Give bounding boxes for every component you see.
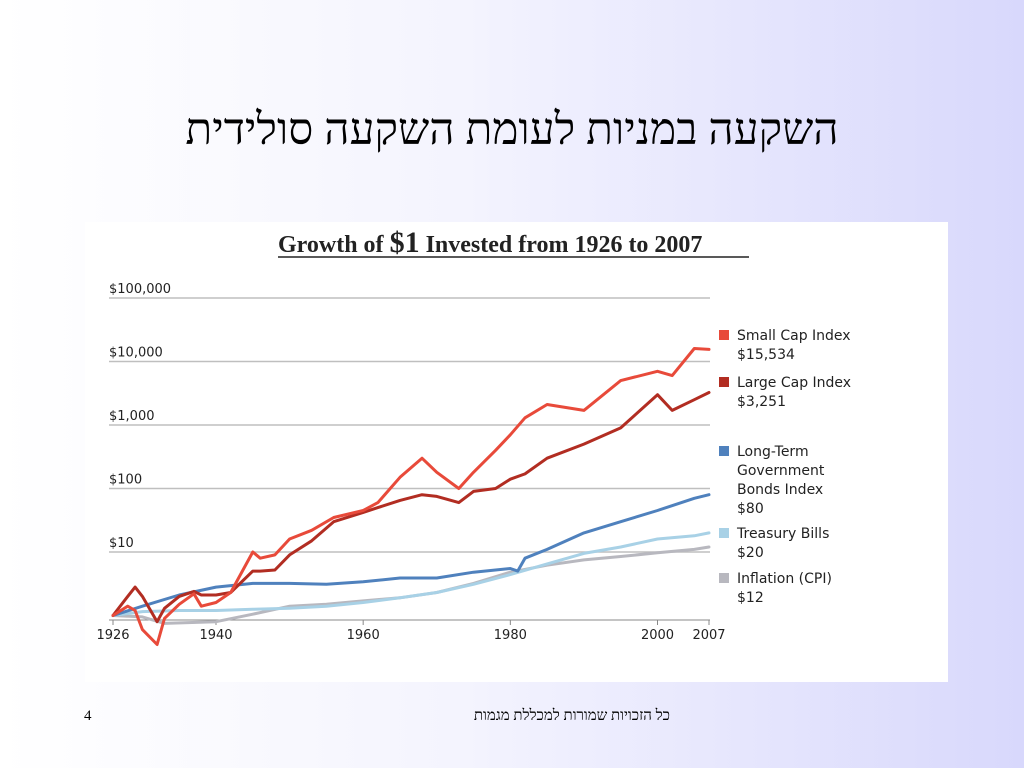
y-tick-label: $100,000 [109,282,171,297]
series-line [111,493,711,617]
x-tick-label: 1960 [347,628,380,643]
footer-copyright: כל הזכויות שמורות למכללת מגמות [473,708,670,724]
x-tick-label: 1940 [199,628,232,643]
chart-title: Growth of $1 Invested from 1926 to 2007 [278,226,702,259]
legend-swatch [719,330,729,340]
series-line [111,391,711,624]
y-tick-label: $10,000 [109,346,163,361]
legend-swatch [719,446,729,456]
page-number: 4 [84,708,92,724]
legend-label: Large Cap Index [737,375,851,391]
legend-label: Bonds Index [737,482,823,498]
x-tick-label: 1926 [96,628,129,643]
legend-value: $12 [737,590,764,606]
x-tick-label: 1980 [494,628,527,643]
legend-value: $15,534 [737,347,795,363]
legend-label: Treasury Bills [736,526,829,542]
legend-swatch [719,573,729,583]
chart-title-part: Invested from 1926 to 2007 [420,232,703,258]
x-tick-label: 2007 [692,628,725,643]
series-line [111,531,711,617]
legend-label: Government [737,463,825,479]
growth-chart: Growth of $1 Invested from 1926 to 2007$… [96,226,851,646]
legend-value: $80 [737,501,764,517]
chart-title-part: Growth of [278,232,390,258]
x-tick-label: 2000 [641,628,674,643]
slide-title: השקעה במניות לעומת השקעה סולידית [185,105,839,154]
y-tick-label: $10 [109,536,134,551]
legend-label: Inflation (CPI) [737,571,832,587]
legend-label: Long-Term [737,444,809,460]
legend-swatch [719,377,729,387]
chart-panel: Growth of $1 Invested from 1926 to 2007 $… [85,222,948,682]
legend-value: $20 [737,545,764,561]
legend-value: $3,251 [737,394,786,410]
chart-title-part: $1 [390,226,420,259]
series-line [111,347,711,646]
legend-swatch [719,528,729,538]
y-tick-label: $100 [109,473,142,488]
y-tick-label: $1,000 [109,409,155,424]
legend-label: Small Cap Index [737,328,851,344]
